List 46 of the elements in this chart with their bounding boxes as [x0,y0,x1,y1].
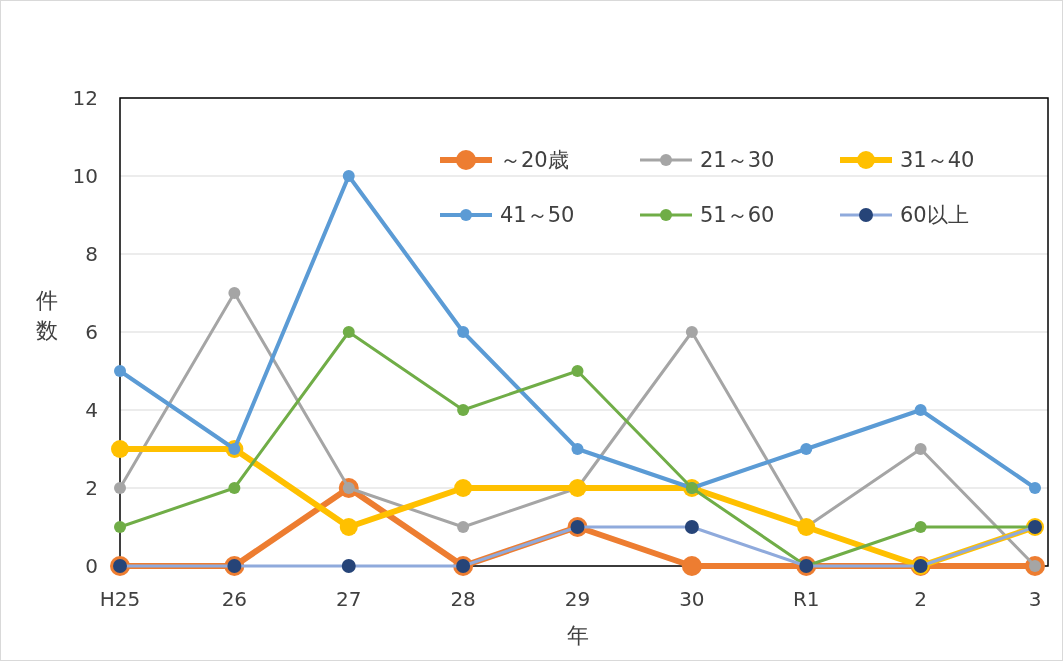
point [454,479,473,497]
y-tick-label: 4 [85,398,98,422]
legend-label: 21～30 [700,148,775,173]
x-tick-label: H25 [99,587,141,611]
point [339,518,358,536]
point [457,404,470,416]
point [457,521,470,533]
legend-label: 51～60 [700,203,775,228]
point [1029,482,1041,494]
y-tick-label: 6 [85,320,98,344]
point [914,521,927,533]
x-tick-label: 28 [450,587,476,611]
point [111,440,129,458]
point [800,443,813,455]
x-tick-label: 3 [1028,587,1042,611]
x-tick-label: 29 [564,587,591,611]
point [228,482,241,494]
legend-label: ～20歳 [500,148,569,173]
point [342,326,355,338]
point [571,365,584,377]
y-tick-label: 2 [85,476,98,500]
y-tick-label: 0 [85,554,98,578]
point [914,443,927,455]
y-tick-label: 10 [72,164,98,188]
y-axis-title: 件数 [36,288,58,343]
point [114,521,126,533]
point [685,326,698,338]
legend-label: 60以上 [900,203,969,228]
point [342,170,355,182]
point [114,482,126,494]
point [114,365,126,377]
x-tick-label: 26 [221,587,248,611]
point [228,287,241,299]
y-tick-label: 8 [85,242,98,266]
legend-label: 41～50 [500,203,575,228]
x-tick-label: 2 [914,587,927,611]
point [681,556,702,576]
x-tick-label: 30 [679,587,705,611]
legend-label: 31～40 [900,148,975,173]
point [571,443,584,455]
x-axis-title: 年 [566,623,589,648]
point [457,326,470,338]
x-tick-label: R1 [792,587,820,611]
y-tick-label: 12 [72,86,98,110]
point [914,404,927,416]
x-tick-label: 27 [336,587,362,611]
